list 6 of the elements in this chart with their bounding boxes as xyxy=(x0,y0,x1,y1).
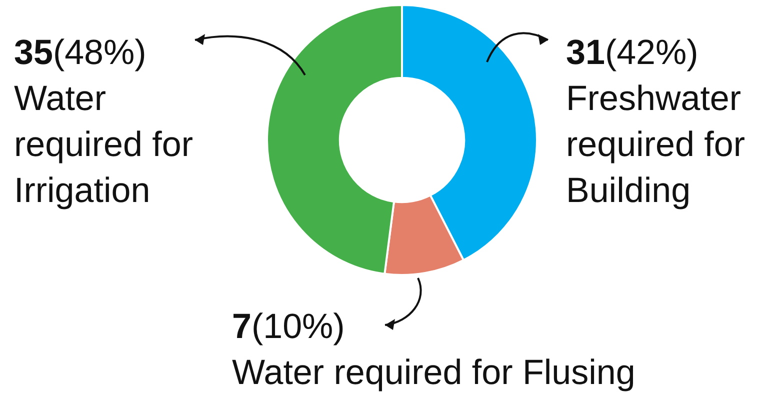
slice-label: Water required for Irrigation xyxy=(14,78,194,212)
data-label: 31(42%) xyxy=(566,32,700,74)
slice-label: Water required for Flusing xyxy=(232,352,636,394)
data-label: 35(48%) xyxy=(14,32,148,74)
data-label: 7(10%) xyxy=(232,306,346,348)
slice-label: Freshwater required for Building xyxy=(566,78,746,212)
